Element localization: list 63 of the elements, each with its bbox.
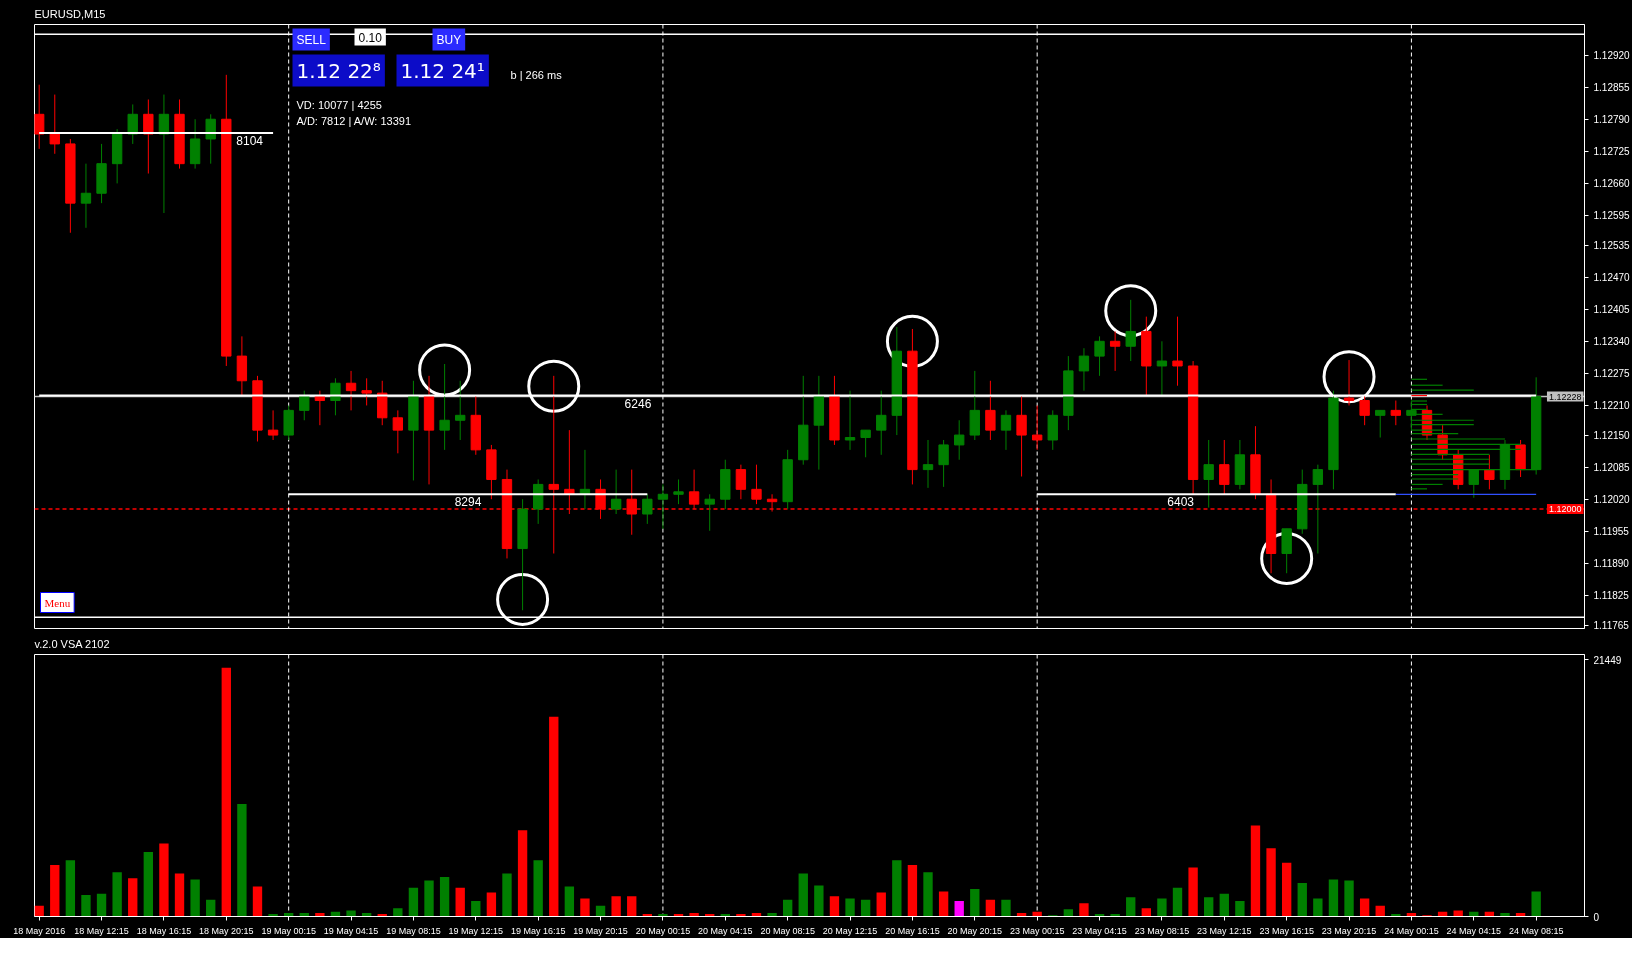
y-tick-label: 1.11825: [1593, 590, 1630, 602]
y-tick-label: 1.12725: [1593, 146, 1631, 158]
x-tick-label: 19 May 16:15: [510, 925, 566, 936]
y-tick-label: 1.12340: [1593, 336, 1631, 348]
x-tick-label: 19 May 20:15: [573, 925, 628, 936]
x-tick-label: 20 May 20:15: [947, 925, 1003, 936]
y-tick-label: 21449: [1593, 654, 1622, 666]
y-tick-label: 1.12470: [1593, 272, 1631, 284]
annotation: A/D: 7812 | A/W: 13391: [296, 114, 412, 127]
x-tick-label: 23 May 08:15: [1134, 925, 1190, 936]
y-tick-label: 0: [1593, 911, 1600, 923]
y-tick-label: 1.12210: [1593, 400, 1631, 412]
y-tick-label: 1.12790: [1593, 114, 1631, 126]
ref-line-label: 1.12000: [1548, 504, 1582, 515]
y-tick-label: 1.12150: [1593, 430, 1631, 442]
x-tick-label: 24 May 08:15: [1508, 925, 1564, 936]
x-tick-label: 19 May 08:15: [386, 925, 441, 936]
chart-title: v.2.0 VSA 2102: [34, 637, 110, 650]
x-tick-label: 19 May 00:15: [261, 925, 316, 936]
x-tick-label: 24 May 00:15: [1384, 925, 1439, 936]
annotation: BUY: [436, 32, 462, 47]
x-tick-label: 23 May 12:15: [1197, 925, 1252, 936]
x-tick-label: 18 May 16:15: [136, 925, 192, 936]
y-tick-label: 1.12275: [1593, 368, 1631, 380]
x-tick-label: 18 May 20:15: [199, 925, 254, 936]
y-tick-label: 1.12020: [1593, 494, 1631, 506]
x-tick-label: 24 May 04:15: [1446, 925, 1502, 936]
ref-line-label: 1.12228: [1548, 391, 1582, 402]
y-tick-label: 1.11765: [1593, 620, 1630, 632]
annotation: 1.12 24¹: [400, 58, 485, 83]
y-tick-label: 1.12595: [1593, 210, 1631, 222]
y-tick-label: 1.12660: [1593, 178, 1631, 190]
series-label: 6403: [1167, 495, 1195, 510]
x-tick-label: 20 May 16:15: [885, 925, 940, 936]
x-tick-label: 23 May 00:15: [1009, 925, 1065, 936]
x-tick-label: 19 May 12:15: [448, 925, 504, 936]
series-label: 6246: [624, 396, 652, 411]
x-tick-label: 23 May 04:15: [1072, 925, 1127, 936]
series-label: 8104: [236, 134, 264, 149]
annotation: VD: 10077 | 4255: [296, 98, 382, 111]
x-tick-label: 20 May 12:15: [822, 925, 878, 936]
y-tick-label: 1.12085: [1593, 462, 1631, 474]
y-tick-label: 1.11955: [1593, 526, 1630, 538]
annotation: 1.12 22⁸: [296, 58, 381, 83]
x-tick-label: 20 May 08:15: [760, 925, 815, 936]
y-tick-label: 1.12920: [1593, 50, 1631, 62]
series-label: 8294: [454, 495, 482, 510]
y-tick-label: 1.12855: [1593, 82, 1631, 94]
x-tick-label: 18 May 12:15: [74, 925, 129, 936]
annotation: Menu: [44, 596, 71, 609]
x-tick-label: 20 May 04:15: [698, 925, 753, 936]
x-tick-label: 20 May 00:15: [635, 925, 691, 936]
y-tick-label: 1.11890: [1593, 558, 1630, 570]
x-tick-label: 19 May 04:15: [323, 925, 379, 936]
x-tick-label: 18 May 2016: [13, 925, 66, 936]
y-tick-label: 1.12535: [1593, 240, 1631, 252]
x-tick-label: 23 May 16:15: [1259, 925, 1314, 936]
annotation: SELL: [296, 32, 327, 47]
x-tick-label: 23 May 20:15: [1321, 925, 1377, 936]
annotation: 0.10: [358, 30, 383, 45]
y-tick-label: 1.12405: [1593, 304, 1631, 316]
annotation: b | 266 ms: [510, 68, 563, 81]
chart-title: EURUSD,M15: [34, 7, 106, 20]
